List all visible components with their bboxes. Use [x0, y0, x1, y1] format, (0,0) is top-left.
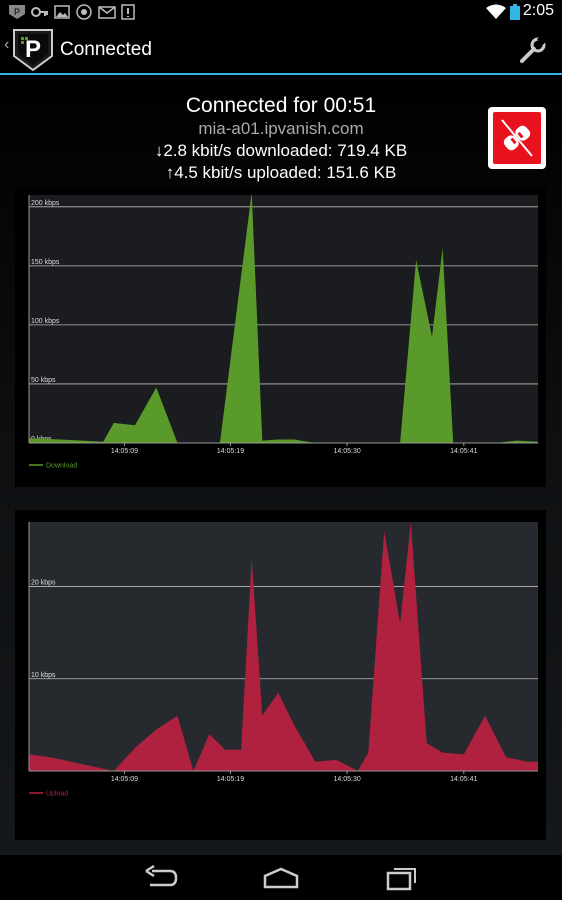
ipvanish-logo[interactable]: P: [12, 28, 54, 72]
navigation-bar: [0, 855, 562, 900]
chrome-icon: [76, 4, 92, 20]
up-caret-icon[interactable]: ‹: [4, 36, 10, 53]
x-tick-label: 14:05:41: [450, 448, 477, 455]
key-icon: [31, 7, 48, 17]
server-hostname: mia-a01.ipvanish.com: [198, 119, 364, 138]
settings-wrench-icon[interactable]: [518, 35, 548, 65]
download-stats: ↓2.8 kbit/s downloaded: 719.4 KB: [154, 141, 408, 160]
action-bar: [0, 24, 562, 74]
svg-text:P: P: [25, 36, 41, 63]
unplug-icon: [501, 119, 533, 157]
plot-area: [29, 195, 538, 443]
y-tick-label: 20 kbps: [31, 580, 56, 587]
upload-chart-panel: 10 kbps 20 kbps 14:05:09 14:05:19 14:05:30 14…: [15, 510, 546, 840]
y-tick-label: 150 kbps: [31, 259, 60, 266]
x-tick-label: 14:05:09: [111, 776, 138, 783]
sd-notification-icon: [121, 4, 135, 20]
battery-icon: [510, 4, 520, 20]
x-tick-label: 14:05:19: [217, 448, 244, 455]
x-tick-label: 14:05:30: [334, 448, 361, 455]
clock: 2:05: [522, 2, 554, 19]
upload-stats: ↑4.5 kbit/s uploaded: 151.6 KB: [165, 163, 397, 182]
series-area: [29, 192, 538, 443]
connection-info: Connected for 00:51 mia-a01.ipvanish.com…: [0, 94, 562, 184]
y-tick-label: 100 kbps: [31, 318, 60, 325]
legend-label: Download: [46, 463, 77, 470]
x-tick-label: 14:05:30: [334, 776, 361, 783]
recent-apps-icon[interactable]: [386, 865, 418, 891]
x-tick-label: 14:05:41: [450, 776, 477, 783]
back-icon[interactable]: [144, 865, 178, 889]
y-tick-label: 10 kbps: [31, 672, 56, 679]
x-tick-label: 14:05:19: [217, 776, 244, 783]
upload-chart: 10 kbps 20 kbps 14:05:09 14:05:19 14:05:30 14…: [28, 522, 538, 798]
page-title: Connected: [60, 39, 152, 60]
wifi-icon: [486, 4, 506, 19]
y-tick-label: 50 kbps: [31, 377, 56, 384]
connected-duration: Connected for 00:51: [185, 94, 377, 117]
ipvanish-notification-icon: P: [9, 5, 25, 19]
svg-text:P: P: [14, 7, 20, 17]
image-icon: [54, 5, 70, 19]
status-bar: P 2:05: [0, 0, 562, 24]
legend-label: Upload: [46, 791, 68, 798]
gmail-icon: [98, 6, 116, 19]
series-area: [29, 522, 538, 771]
x-tick-label: 14:05:09: [111, 448, 138, 455]
action-bar-divider: [0, 73, 562, 75]
disconnect-button[interactable]: [488, 107, 546, 169]
home-icon[interactable]: [263, 867, 299, 889]
y-tick-label: 200 kbps: [31, 200, 60, 207]
